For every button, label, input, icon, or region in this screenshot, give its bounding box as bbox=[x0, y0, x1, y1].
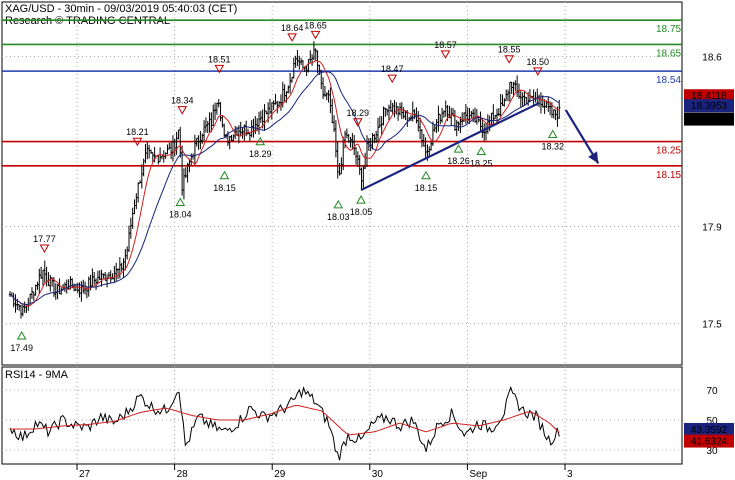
rsi-axis: 30 50 70 bbox=[706, 386, 718, 457]
swing-high-marker bbox=[214, 64, 225, 74]
swing-high-label: 18.47 bbox=[381, 64, 404, 74]
rsi-title: RSI14 - 9MA bbox=[5, 369, 69, 381]
swing-low-label: 18.32 bbox=[541, 142, 564, 152]
chart-source: Research © TRADING CENTRAL bbox=[5, 15, 170, 27]
swing-high-marker bbox=[177, 106, 188, 115]
level-label: 18.15 bbox=[656, 170, 681, 181]
swing-low-marker bbox=[16, 331, 27, 340]
swing-low-marker bbox=[356, 195, 366, 204]
swing-high-label: 18.21 bbox=[126, 127, 149, 137]
swing-high-label: 18.55 bbox=[498, 45, 521, 55]
swing-low-label: 17.49 bbox=[10, 343, 33, 353]
time-tick-label: 30 bbox=[372, 469, 384, 480]
level-label: 18.25 bbox=[656, 146, 681, 157]
swing-high-marker bbox=[287, 33, 297, 42]
swing-high-label: 18.50 bbox=[527, 57, 550, 67]
swing-low-marker bbox=[175, 197, 186, 206]
level-label: 18.65 bbox=[656, 48, 681, 59]
rsi-tag-box bbox=[684, 422, 734, 436]
swing-high-marker bbox=[387, 74, 398, 84]
swing-high-marker bbox=[352, 118, 363, 127]
level-label: 18.75 bbox=[656, 24, 681, 35]
swing-low-label: 18.03 bbox=[327, 212, 350, 222]
swing-low-marker bbox=[255, 136, 266, 146]
rsi-tick-label: 70 bbox=[706, 386, 718, 397]
slow-moving-average bbox=[9, 71, 560, 305]
main-panel-frame bbox=[1, 1, 683, 366]
swing-low-marker bbox=[333, 199, 344, 209]
swing-high-label: 18.29 bbox=[346, 108, 369, 118]
price-tag-label: 18.3953 bbox=[691, 101, 728, 112]
time-tick-label: 28 bbox=[177, 469, 189, 480]
price-tag-box bbox=[684, 89, 734, 103]
swing-low-marker bbox=[421, 170, 431, 180]
swing-high-marker bbox=[504, 55, 515, 64]
swing-high-marker bbox=[39, 244, 50, 254]
swing-high-label: 18.64 bbox=[281, 23, 304, 33]
rsi-tick-label: 30 bbox=[706, 446, 718, 457]
price-tick-label: 18.6 bbox=[702, 53, 722, 64]
support-resistance-levels: 18.75 18.65 18.54 18.25 18.15 bbox=[2, 19, 682, 181]
swing-low-marker bbox=[219, 170, 230, 180]
rsi-tag-label: 41.6324 bbox=[691, 437, 728, 448]
price-tag-box bbox=[684, 99, 734, 113]
swing-low-marker bbox=[453, 144, 464, 153]
rsi-panel-frame bbox=[1, 366, 683, 465]
rsi-gridlines bbox=[2, 389, 682, 451]
swing-high-label: 18.34 bbox=[171, 96, 194, 106]
time-tick-label: 27 bbox=[79, 469, 91, 480]
projection-arrow-head bbox=[588, 151, 599, 164]
rsi-tag-box bbox=[684, 434, 734, 448]
price-tag-label: 18.4118 bbox=[691, 91, 727, 102]
swing-high-marker bbox=[440, 50, 451, 59]
price-tag-label: 18.365 bbox=[694, 115, 725, 126]
swing-high-label: 17.77 bbox=[33, 234, 56, 244]
fast-moving-average bbox=[9, 60, 560, 307]
swing-low-label: 18.29 bbox=[249, 149, 272, 159]
swing-high-marker bbox=[132, 137, 143, 147]
time-axis: 27 28 29 30 Sep 3 bbox=[76, 464, 573, 480]
time-tick-label: 29 bbox=[274, 469, 286, 480]
swing-high-label: 18.51 bbox=[208, 54, 231, 64]
price-tag-box bbox=[684, 112, 734, 126]
level-label: 18.54 bbox=[656, 75, 681, 86]
swing-low-label: 18.25 bbox=[470, 159, 493, 169]
price-tick-label: 17.9 bbox=[702, 222, 722, 233]
support-trendline bbox=[360, 101, 541, 192]
swing-low-label: 18.04 bbox=[169, 209, 192, 219]
swing-low-label: 18.05 bbox=[350, 207, 373, 217]
time-tick-label: 3 bbox=[567, 469, 573, 480]
swing-low-marker bbox=[547, 129, 558, 139]
swing-low-label: 18.26 bbox=[447, 156, 470, 166]
swing-markers: 17.49 17.77 18.21 18.04 18.34 18.15 18.51 18.29… bbox=[10, 20, 564, 353]
moving-averages bbox=[9, 60, 560, 307]
chart-title: XAG/USD - 30min - 09/03/2019 05:40:03 (C… bbox=[5, 3, 237, 15]
swing-high-label: 18.57 bbox=[434, 40, 457, 50]
rsi-line bbox=[9, 385, 560, 461]
main-gridlines bbox=[2, 2, 682, 464]
rsi-series bbox=[9, 385, 560, 461]
rsi-ma-line bbox=[10, 404, 560, 436]
swing-low-label: 18.15 bbox=[213, 183, 236, 193]
trendline-group bbox=[360, 101, 600, 192]
swing-high-marker bbox=[532, 67, 543, 76]
swing-low-label: 18.15 bbox=[415, 183, 438, 193]
price-series bbox=[8, 41, 561, 319]
swing-high-label: 18.65 bbox=[304, 20, 327, 30]
price-axis: 17.5 17.9 18.6 bbox=[702, 53, 722, 331]
swing-high-marker bbox=[310, 30, 321, 40]
rsi-tick-label: 50 bbox=[706, 416, 718, 427]
time-tick-label: Sep bbox=[469, 469, 487, 480]
rsi-tag-label: 43.3592 bbox=[691, 425, 728, 436]
swing-low-marker bbox=[476, 146, 487, 156]
price-tick-label: 17.5 bbox=[702, 320, 722, 331]
